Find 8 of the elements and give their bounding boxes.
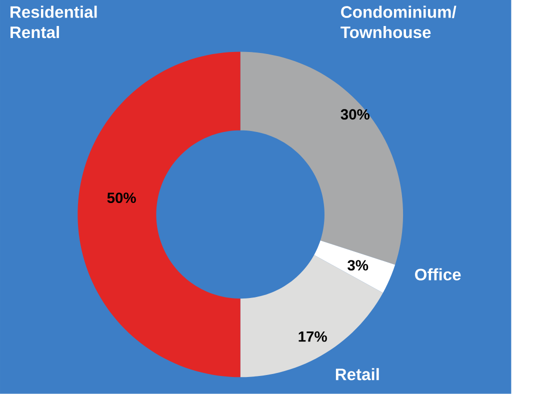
data-label: 30% [340, 109, 370, 120]
data-label: 3% [348, 260, 368, 271]
slice-label: Condominium/ Townhouse [340, 6, 456, 38]
slice-label: Residential Rental [10, 6, 97, 38]
data-label: 50% [107, 192, 136, 204]
slice-label: Retail [336, 368, 379, 380]
slice-label: Office [415, 268, 461, 281]
data-label: 17% [298, 332, 327, 342]
